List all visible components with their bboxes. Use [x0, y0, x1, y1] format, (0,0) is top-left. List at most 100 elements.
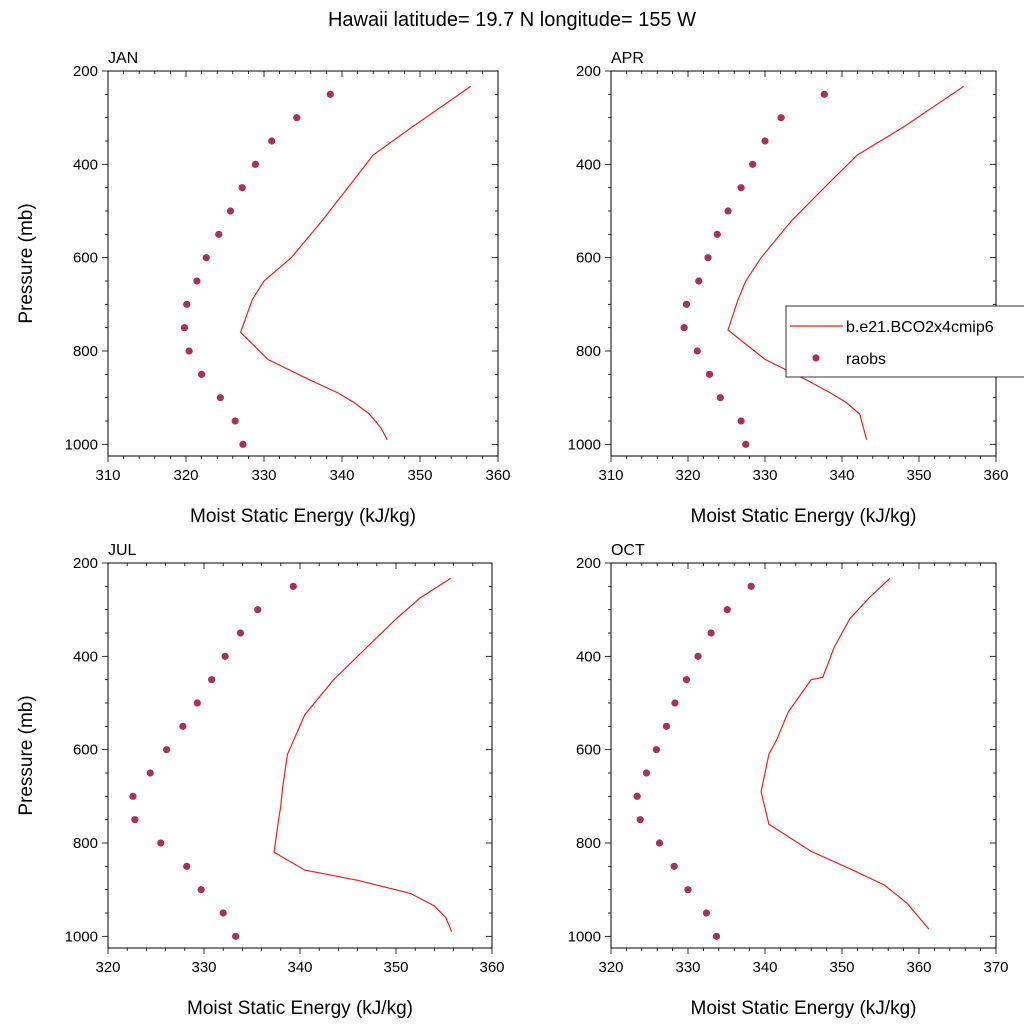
y-tick-label: 200 [576, 555, 601, 572]
raobs-point [179, 722, 187, 730]
x-tick-label: 310 [95, 467, 120, 484]
panels: 310 320 330 340 350 360 200 400 600 800 1000 JAN Moi… [16, 50, 1009, 1019]
raobs-point [724, 207, 732, 215]
raobs-point [183, 862, 191, 870]
x-tick-label: 350 [906, 467, 931, 484]
raobs-point [742, 440, 750, 448]
x-axis-label: Moist Static Energy (kJ/kg) [190, 506, 416, 527]
x-tick-label: 350 [383, 959, 408, 976]
raobs-point [226, 207, 235, 215]
raobs-point [268, 137, 276, 145]
y-tick-label: 400 [576, 156, 601, 173]
x-tick-label: 340 [287, 959, 312, 976]
raobs-point [636, 816, 644, 824]
raobs-point [682, 676, 691, 684]
raobs-point [737, 417, 745, 425]
raobs-point [239, 440, 247, 448]
raobs-point [761, 137, 769, 145]
panel-jan: 310 320 330 340 350 360 200 400 600 800 1000 JAN Moi… [16, 50, 511, 527]
y-tick-label: 600 [73, 250, 98, 267]
y-tick-label: 200 [576, 63, 601, 80]
y-tick-label: 200 [73, 555, 98, 572]
raobs-point [694, 652, 702, 660]
raobs-point [215, 230, 223, 238]
raobs-point [705, 370, 714, 378]
raobs-point [236, 629, 245, 637]
raobs-point [716, 394, 724, 402]
raobs-point [747, 582, 755, 590]
raobs-point [684, 886, 692, 894]
x-tick-label: 350 [829, 959, 854, 976]
x-tick-label: 340 [329, 467, 354, 484]
raobs-point [208, 676, 216, 684]
raobs-point [702, 909, 711, 917]
model-profile-line [727, 85, 965, 440]
model-profile-line [239, 85, 472, 440]
raobs-point [221, 652, 229, 660]
x-tick-label: 310 [598, 467, 623, 484]
raobs-point [652, 746, 661, 754]
y-tick-label: 200 [73, 63, 98, 80]
y-tick-label: 400 [73, 648, 98, 665]
raobs-point [670, 862, 678, 870]
panel-label: JUL [108, 542, 137, 559]
y-tick-label: 1000 [65, 436, 98, 453]
raobs-point [695, 277, 703, 285]
raobs-point [251, 160, 260, 168]
panel-label: APR [611, 50, 644, 67]
raobs-point [197, 886, 205, 894]
raobs-point [682, 300, 691, 308]
raobs-point [131, 816, 139, 824]
raobs-point [183, 300, 191, 308]
y-tick-label: 800 [73, 835, 98, 852]
x-tick-label: 360 [485, 467, 510, 484]
raobs-point [289, 582, 297, 590]
panel-label: JAN [108, 50, 138, 67]
raobs-point [723, 606, 731, 614]
raobs-point [704, 254, 712, 262]
x-tick-label: 330 [191, 959, 216, 976]
raobs-point [326, 90, 334, 98]
raobs-point [162, 746, 171, 754]
y-tick-label: 600 [576, 250, 601, 267]
plot-frame [107, 562, 493, 949]
raobs-point [185, 347, 193, 355]
x-tick-label: 330 [752, 467, 777, 484]
raobs-point [157, 839, 165, 847]
raobs-point [193, 277, 201, 285]
raobs-point [713, 230, 721, 238]
raobs-point [737, 184, 745, 192]
raobs-point [712, 932, 721, 940]
y-tick-label: 1000 [568, 928, 601, 945]
y-tick-label: 1000 [65, 928, 98, 945]
raobs-point [193, 699, 201, 707]
raobs-point [254, 606, 262, 614]
panel-oct: 320 330 340 350 360 370 200 400 600 800 1000 OCT Moi… [568, 542, 1009, 1019]
y-tick-label: 600 [73, 742, 98, 759]
y-axis-label: Pressure (mb) [16, 695, 37, 815]
figure-title: Hawaii latitude= 19.7 N longitude= 155 W [328, 9, 696, 31]
raobs-point [671, 699, 679, 707]
raobs-point [180, 324, 189, 332]
raobs-point [216, 394, 224, 402]
x-tick-label: 330 [251, 467, 276, 484]
x-tick-label: 320 [95, 959, 120, 976]
raobs-point [777, 114, 785, 122]
raobs-point [146, 769, 154, 777]
y-tick-label: 800 [73, 343, 98, 360]
raobs-point [633, 792, 641, 800]
legend-marker-sample [812, 354, 820, 362]
panel-jul: 320 330 340 350 360 200 400 600 800 1000 JUL Moist … [16, 542, 505, 1019]
raobs-point [232, 932, 240, 940]
y-tick-label: 600 [576, 742, 601, 759]
raobs-point [820, 90, 828, 98]
raobs-point [642, 769, 651, 777]
raobs-point [293, 114, 301, 122]
legend: b.e21.BCO2x4cmip6 raobs [785, 305, 1024, 378]
y-tick-label: 1000 [568, 436, 601, 453]
x-tick-label: 320 [598, 959, 623, 976]
x-tick-label: 360 [479, 959, 504, 976]
raobs-point [749, 160, 757, 168]
y-tick-label: 400 [576, 648, 601, 665]
